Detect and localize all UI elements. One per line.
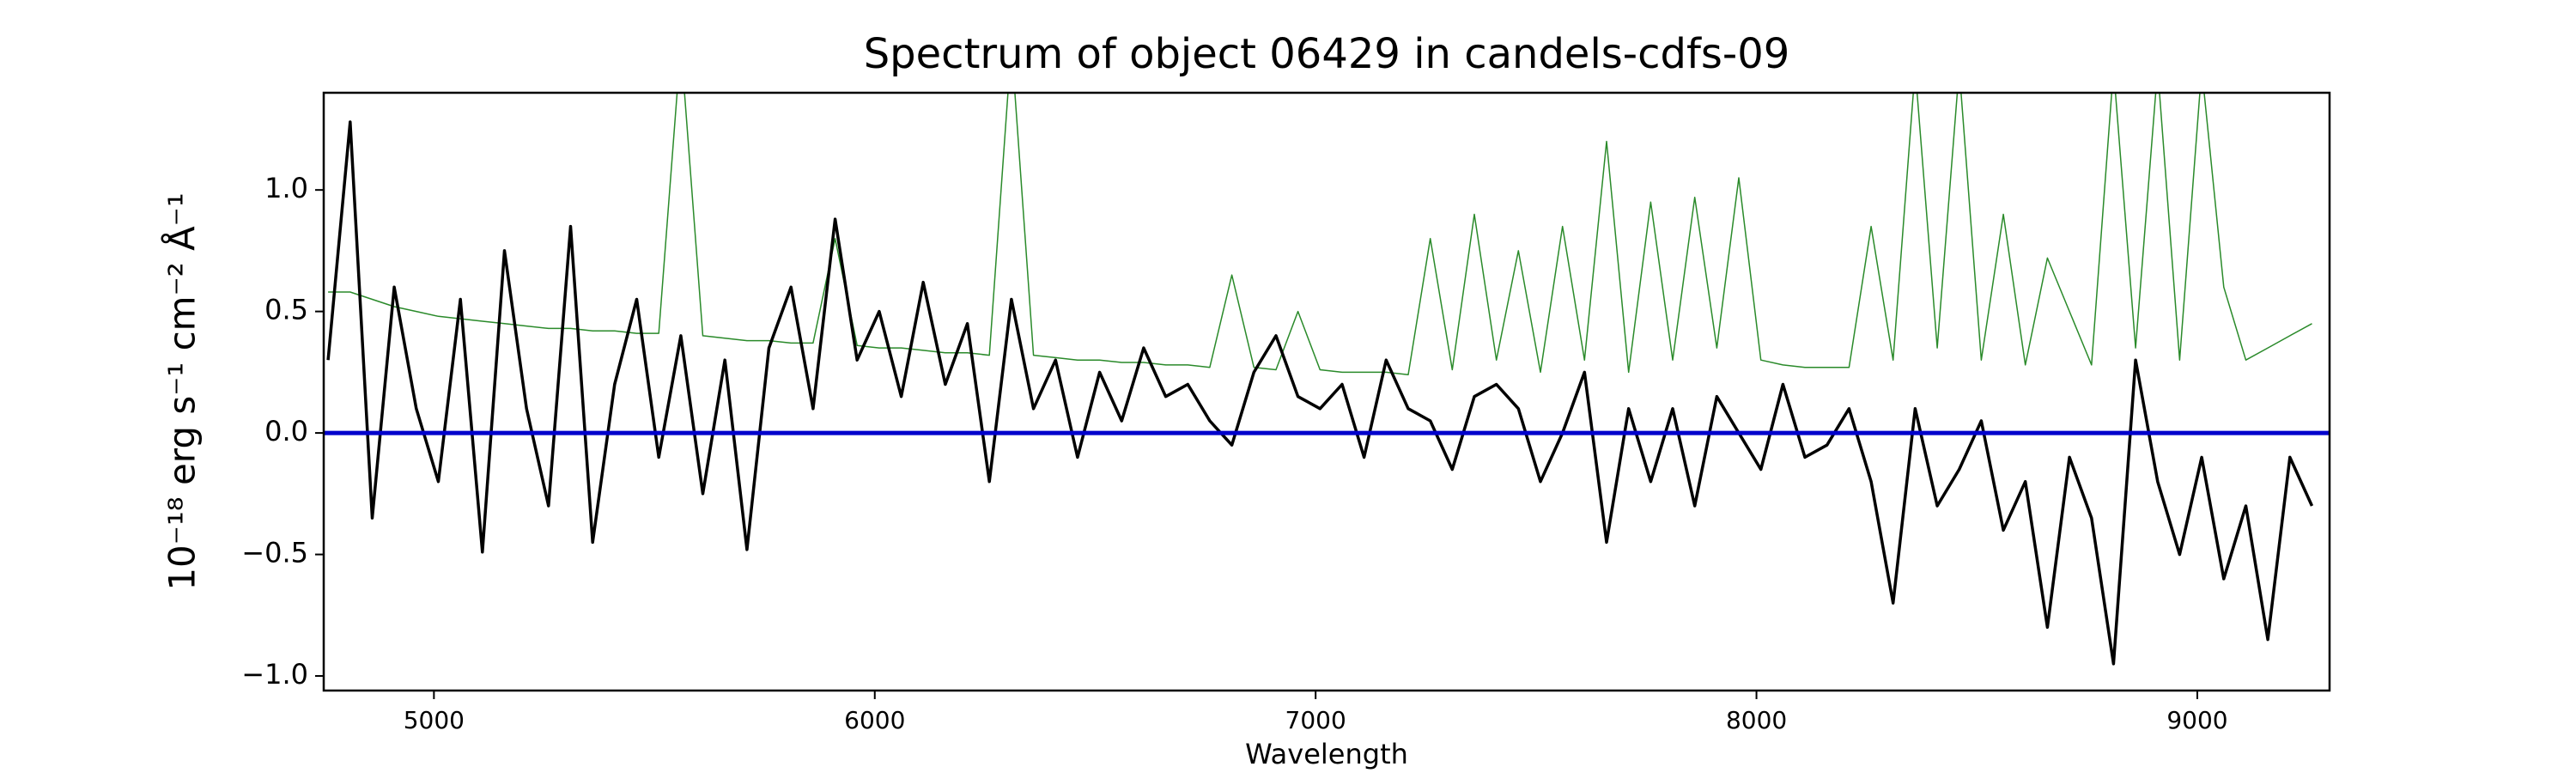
x-tick-label: 6000	[844, 706, 905, 734]
y-axis-label: 10⁻¹⁸ erg s⁻¹ cm⁻² Å⁻¹	[161, 192, 204, 590]
chart-title: Spectrum of object 06429 in candels-cdfs…	[864, 30, 1790, 78]
axes-frame	[322, 91, 2331, 692]
y-tick-label: 0.0	[264, 415, 308, 447]
x-axis-label: Wavelength	[1245, 738, 1408, 770]
y-tick-label: 0.5	[264, 294, 308, 326]
x-tick-label: 5000	[404, 706, 465, 734]
y-tick-label: 1.0	[264, 172, 308, 204]
x-tick-label: 8000	[1726, 706, 1787, 734]
spectrum-line	[328, 93, 2312, 375]
y-tick-label: −1.0	[241, 658, 308, 691]
x-tick-label: 7000	[1285, 706, 1346, 734]
spectrum-line	[326, 120, 2314, 666]
plot-area	[324, 93, 2330, 666]
y-tick-label: −0.5	[241, 537, 308, 569]
x-tick-label: 9000	[2166, 706, 2227, 734]
